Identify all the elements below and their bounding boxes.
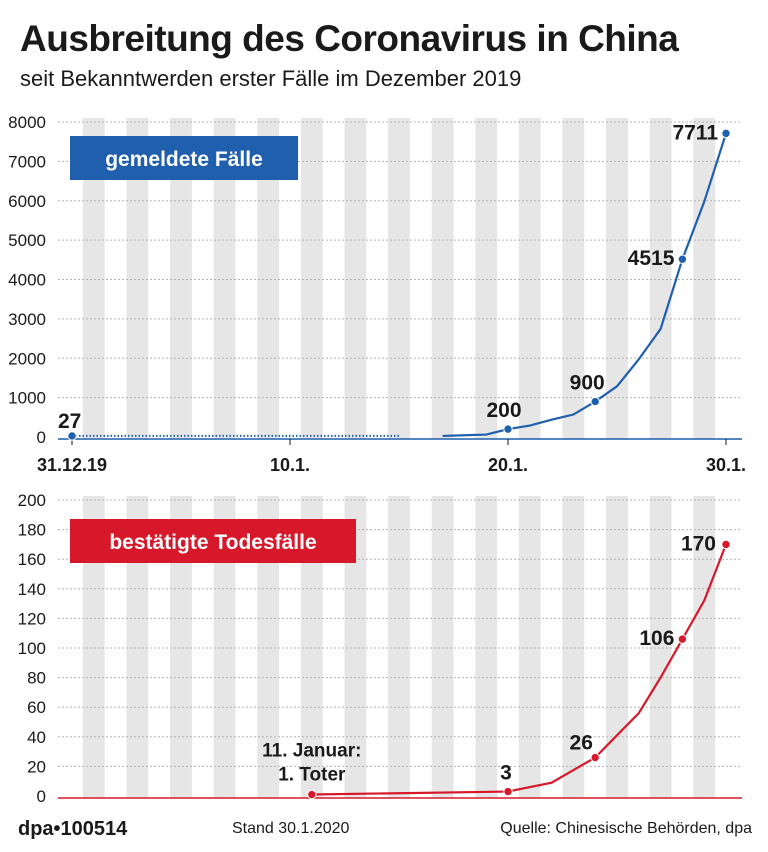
day-stripe [431,496,454,798]
x-tick-label: 31.12.19 [37,455,107,475]
day-stripe [693,118,716,439]
y-tick-label: 40 [27,728,46,747]
series-label: gemeldete Fälle [105,148,263,171]
day-stripe [126,496,149,798]
day-stripe [649,496,672,798]
y-tick-label: 0 [37,787,46,806]
deaths-chart: 0 20 40 60 80 100 120 140 160 180 200 3 26 106 170 best… [18,491,742,806]
data-label: 106 [639,627,674,650]
data-point [503,786,513,797]
day-stripe [388,496,410,798]
data-label: 7711 [672,121,718,144]
y-tick-label: 180 [18,521,46,540]
y-tick-label: 7000 [8,152,46,171]
day-stripe [300,496,323,798]
day-stripe [431,118,454,439]
data-point [677,634,688,644]
data-point [503,424,513,434]
y-tick-label: 8000 [8,113,46,132]
page-subtitle: seit Bekanntwerden erster Fälle im Dezem… [20,66,522,91]
data-point [590,396,600,407]
annotation-line-1: 11. Januar: [262,741,361,762]
series-label-box [70,519,356,563]
day-stripe [562,496,585,798]
x-tick-label: 30.1. [706,455,746,475]
day-stripe [606,496,628,798]
cases-chart: 0 1000 2000 3000 4000 5000 6000 7000 8000 31.12.1… [8,113,746,475]
y-tick-label: 160 [18,550,46,569]
stand-date: Stand 30.1.2020 [232,820,350,837]
data-label: 200 [486,399,521,422]
data-label: 3 [500,762,512,785]
day-stripe [475,496,498,798]
day-stripe [693,496,716,798]
data-point [721,539,731,550]
data-point [307,789,317,800]
day-stripe [344,496,367,798]
series-label-box [70,136,298,180]
day-stripe [518,496,541,798]
y-tick-label: 3000 [8,310,46,329]
day-stripe [257,496,280,798]
y-tick-label: 80 [27,669,46,688]
x-tick-label: 10.1. [270,455,310,475]
y-tick-label: 20 [27,757,46,776]
y-tick-label: 6000 [8,192,46,211]
y-tick-label: 4000 [8,271,46,290]
day-stripe [344,118,367,439]
y-tick-label: 1000 [8,389,46,408]
page-title: Ausbreitung des Coronavirus in China [20,18,679,59]
y-tick-label: 120 [18,609,46,628]
source-note: Quelle: Chinesische Behörden, dpa [500,820,752,837]
y-tick-label: 140 [18,580,46,599]
y-tick-label: 100 [18,639,46,658]
x-tick-label: 20.1. [488,455,528,475]
data-label: 170 [681,532,716,555]
data-point [677,254,688,264]
y-tick-label: 60 [27,698,46,717]
day-stripe [213,496,236,798]
annotation-line-2: 1. Toter [278,765,346,786]
day-stripe [649,118,672,439]
data-label: 26 [570,732,593,755]
data-label: 27 [58,410,81,433]
y-tick-label: 200 [18,491,46,510]
data-point [590,752,600,763]
data-label: 900 [570,372,605,395]
day-stripe [300,118,323,439]
series-label: bestätigte Todesfälle [109,531,316,554]
data-label: 4515 [628,247,675,270]
day-stripe [82,496,105,798]
day-stripe [170,496,192,798]
day-stripe [475,118,498,439]
deaths-line [311,544,728,796]
y-tick-label: 2000 [8,349,46,368]
day-stripe [518,118,541,439]
day-stripe [388,118,410,439]
dpa-logo: dpa•100514 [18,818,128,840]
data-point [721,128,731,139]
y-tick-label: 5000 [8,231,46,250]
cases-line [442,133,728,438]
y-tick-label: 0 [37,428,46,447]
data-point [67,431,77,441]
